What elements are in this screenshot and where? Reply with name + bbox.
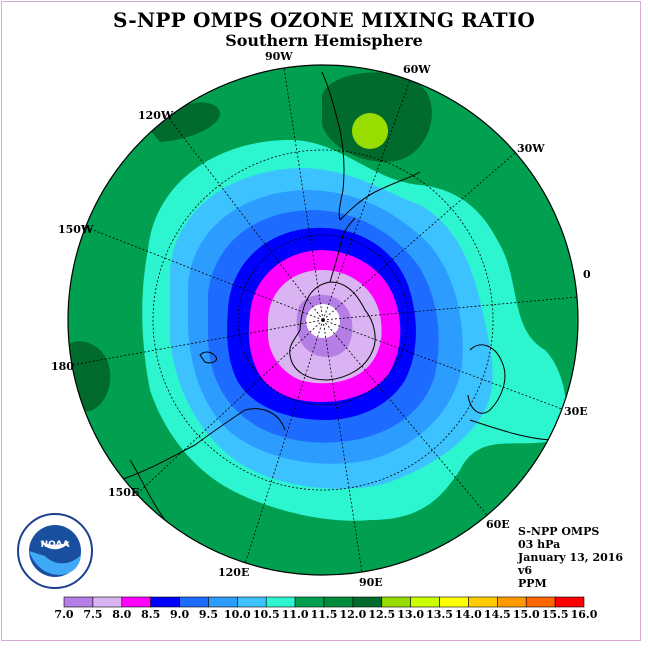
colorbar-tick-label: 7.5 xyxy=(83,608,102,621)
lon-label-150w: 150W xyxy=(58,223,94,236)
colorbar-tick-label: 13.5 xyxy=(426,608,453,621)
colorbar-tick-label: 12.5 xyxy=(368,608,395,621)
lon-label-30e: 30E xyxy=(564,405,588,418)
lon-label-150e: 150E xyxy=(108,486,139,499)
colorbar-swatch xyxy=(265,596,296,608)
info-level: 03 hPa xyxy=(518,538,561,551)
meridian-30e xyxy=(322,319,563,410)
colorbar-swatch xyxy=(525,596,556,608)
map-border xyxy=(67,64,579,576)
colorbar-tick-label: 9.0 xyxy=(170,608,189,621)
colorbar-tick-labels: 7.0 7.5 8.0 8.5 9.0 9.5 10.0 10.5 11.0 11.5 12.0 12… xyxy=(54,608,597,621)
colorbar-swatch xyxy=(208,596,238,608)
colorbar-swatch xyxy=(179,596,209,608)
meridian-60e xyxy=(322,319,488,516)
meridian-150e xyxy=(135,319,324,496)
lon-label-120w: 120W xyxy=(138,109,174,122)
south-america-west xyxy=(321,71,345,221)
colorbar-swatch xyxy=(92,596,123,608)
colorbar-tick-label: 8.5 xyxy=(141,608,160,621)
colorbar-tick-label: 12.0 xyxy=(339,608,366,621)
lon-label-180: 180 xyxy=(51,360,74,373)
lon-label-120e: 120E xyxy=(218,566,249,579)
info-instrument: S-NPP OMPS xyxy=(518,525,600,538)
colorbar-swatch xyxy=(352,596,383,608)
lon-label-0: 0 xyxy=(583,268,591,281)
colorbar-tick-label: 15.5 xyxy=(542,608,569,621)
colorbar-swatch xyxy=(468,596,498,608)
lon-label-60w: 60W xyxy=(403,63,431,76)
info-units: PPM xyxy=(518,577,547,590)
colorbar-tick-label: 11.0 xyxy=(282,608,309,621)
meridian-120w xyxy=(167,116,324,321)
lon-label-30w: 30W xyxy=(517,142,545,155)
lon-label-90w: 90W xyxy=(265,50,293,63)
colorbar-tick-label: 15.0 xyxy=(513,608,540,621)
lime-patch xyxy=(352,113,388,149)
meridian-180 xyxy=(71,319,324,366)
lon-label-90e: 90E xyxy=(359,576,383,589)
info-block: S-NPP OMPS 03 hPa January 13, 2016 v6 PP… xyxy=(518,525,623,590)
colorbar-tick-label: 14.0 xyxy=(455,608,482,621)
colorbar-tick-label: 10.0 xyxy=(224,608,251,621)
figure-frame xyxy=(1,1,641,641)
map-title: S-NPP OMPS OZONE MIXING RATIO xyxy=(113,8,535,32)
ozone-field xyxy=(68,65,578,575)
colorbar-swatch xyxy=(410,596,440,608)
africa-tip xyxy=(467,344,506,414)
new-zealand xyxy=(199,351,218,364)
colorbar-tick-label: 13.0 xyxy=(397,608,424,621)
noaa-logo-text: NOAA xyxy=(41,540,70,550)
dark-patch-nw xyxy=(150,102,221,142)
colorbar-swatch xyxy=(121,596,151,608)
meridian-90e xyxy=(322,319,363,573)
colorbar-tick-label: 11.5 xyxy=(311,608,338,621)
info-version: v6 xyxy=(518,564,533,577)
meridian-120e xyxy=(244,319,324,565)
colorbar-swatch xyxy=(554,596,585,608)
colorbar-swatch xyxy=(323,596,354,608)
meridian-90w xyxy=(283,67,324,321)
colorbar-swatch xyxy=(439,596,469,608)
colorbar-tick-label: 7.0 xyxy=(54,608,73,621)
colorbar-swatch xyxy=(237,596,267,608)
colorbar xyxy=(63,596,585,608)
colorbar-tick-label: 14.5 xyxy=(484,608,511,621)
lat-circle-2 xyxy=(152,149,494,491)
antarctic-peninsula xyxy=(329,217,356,283)
lon-label-60e: 60E xyxy=(486,518,510,531)
meridian-30w xyxy=(322,151,517,321)
meridian-0 xyxy=(322,296,579,321)
antarctica-coast xyxy=(289,281,376,381)
colorbar-swatch xyxy=(150,596,180,608)
colorbar-tick-label: 8.0 xyxy=(112,608,131,621)
south-america-tip xyxy=(339,171,421,221)
colorbar-swatch xyxy=(294,596,325,608)
australia-coast xyxy=(119,408,286,481)
graticule xyxy=(71,67,579,573)
meridian-60w xyxy=(322,79,411,321)
colorbar-tick-label: 9.5 xyxy=(199,608,218,621)
longitude-labels: 0 30E 60E 90E 120E 150E 180 150W 120W 90… xyxy=(51,50,591,589)
colorbar-tick-label: 10.5 xyxy=(253,608,280,621)
map-subtitle: Southern Hemisphere xyxy=(225,31,423,50)
colorbar-swatch xyxy=(381,596,411,608)
noaa-logo: NOAA xyxy=(17,513,93,589)
colorbar-tick-label: 16.0 xyxy=(571,608,598,621)
info-date: January 13, 2016 xyxy=(518,551,624,564)
lat-circle-1 xyxy=(237,234,409,406)
colorbar-swatch xyxy=(63,596,94,608)
colorbar-swatch xyxy=(497,596,527,608)
